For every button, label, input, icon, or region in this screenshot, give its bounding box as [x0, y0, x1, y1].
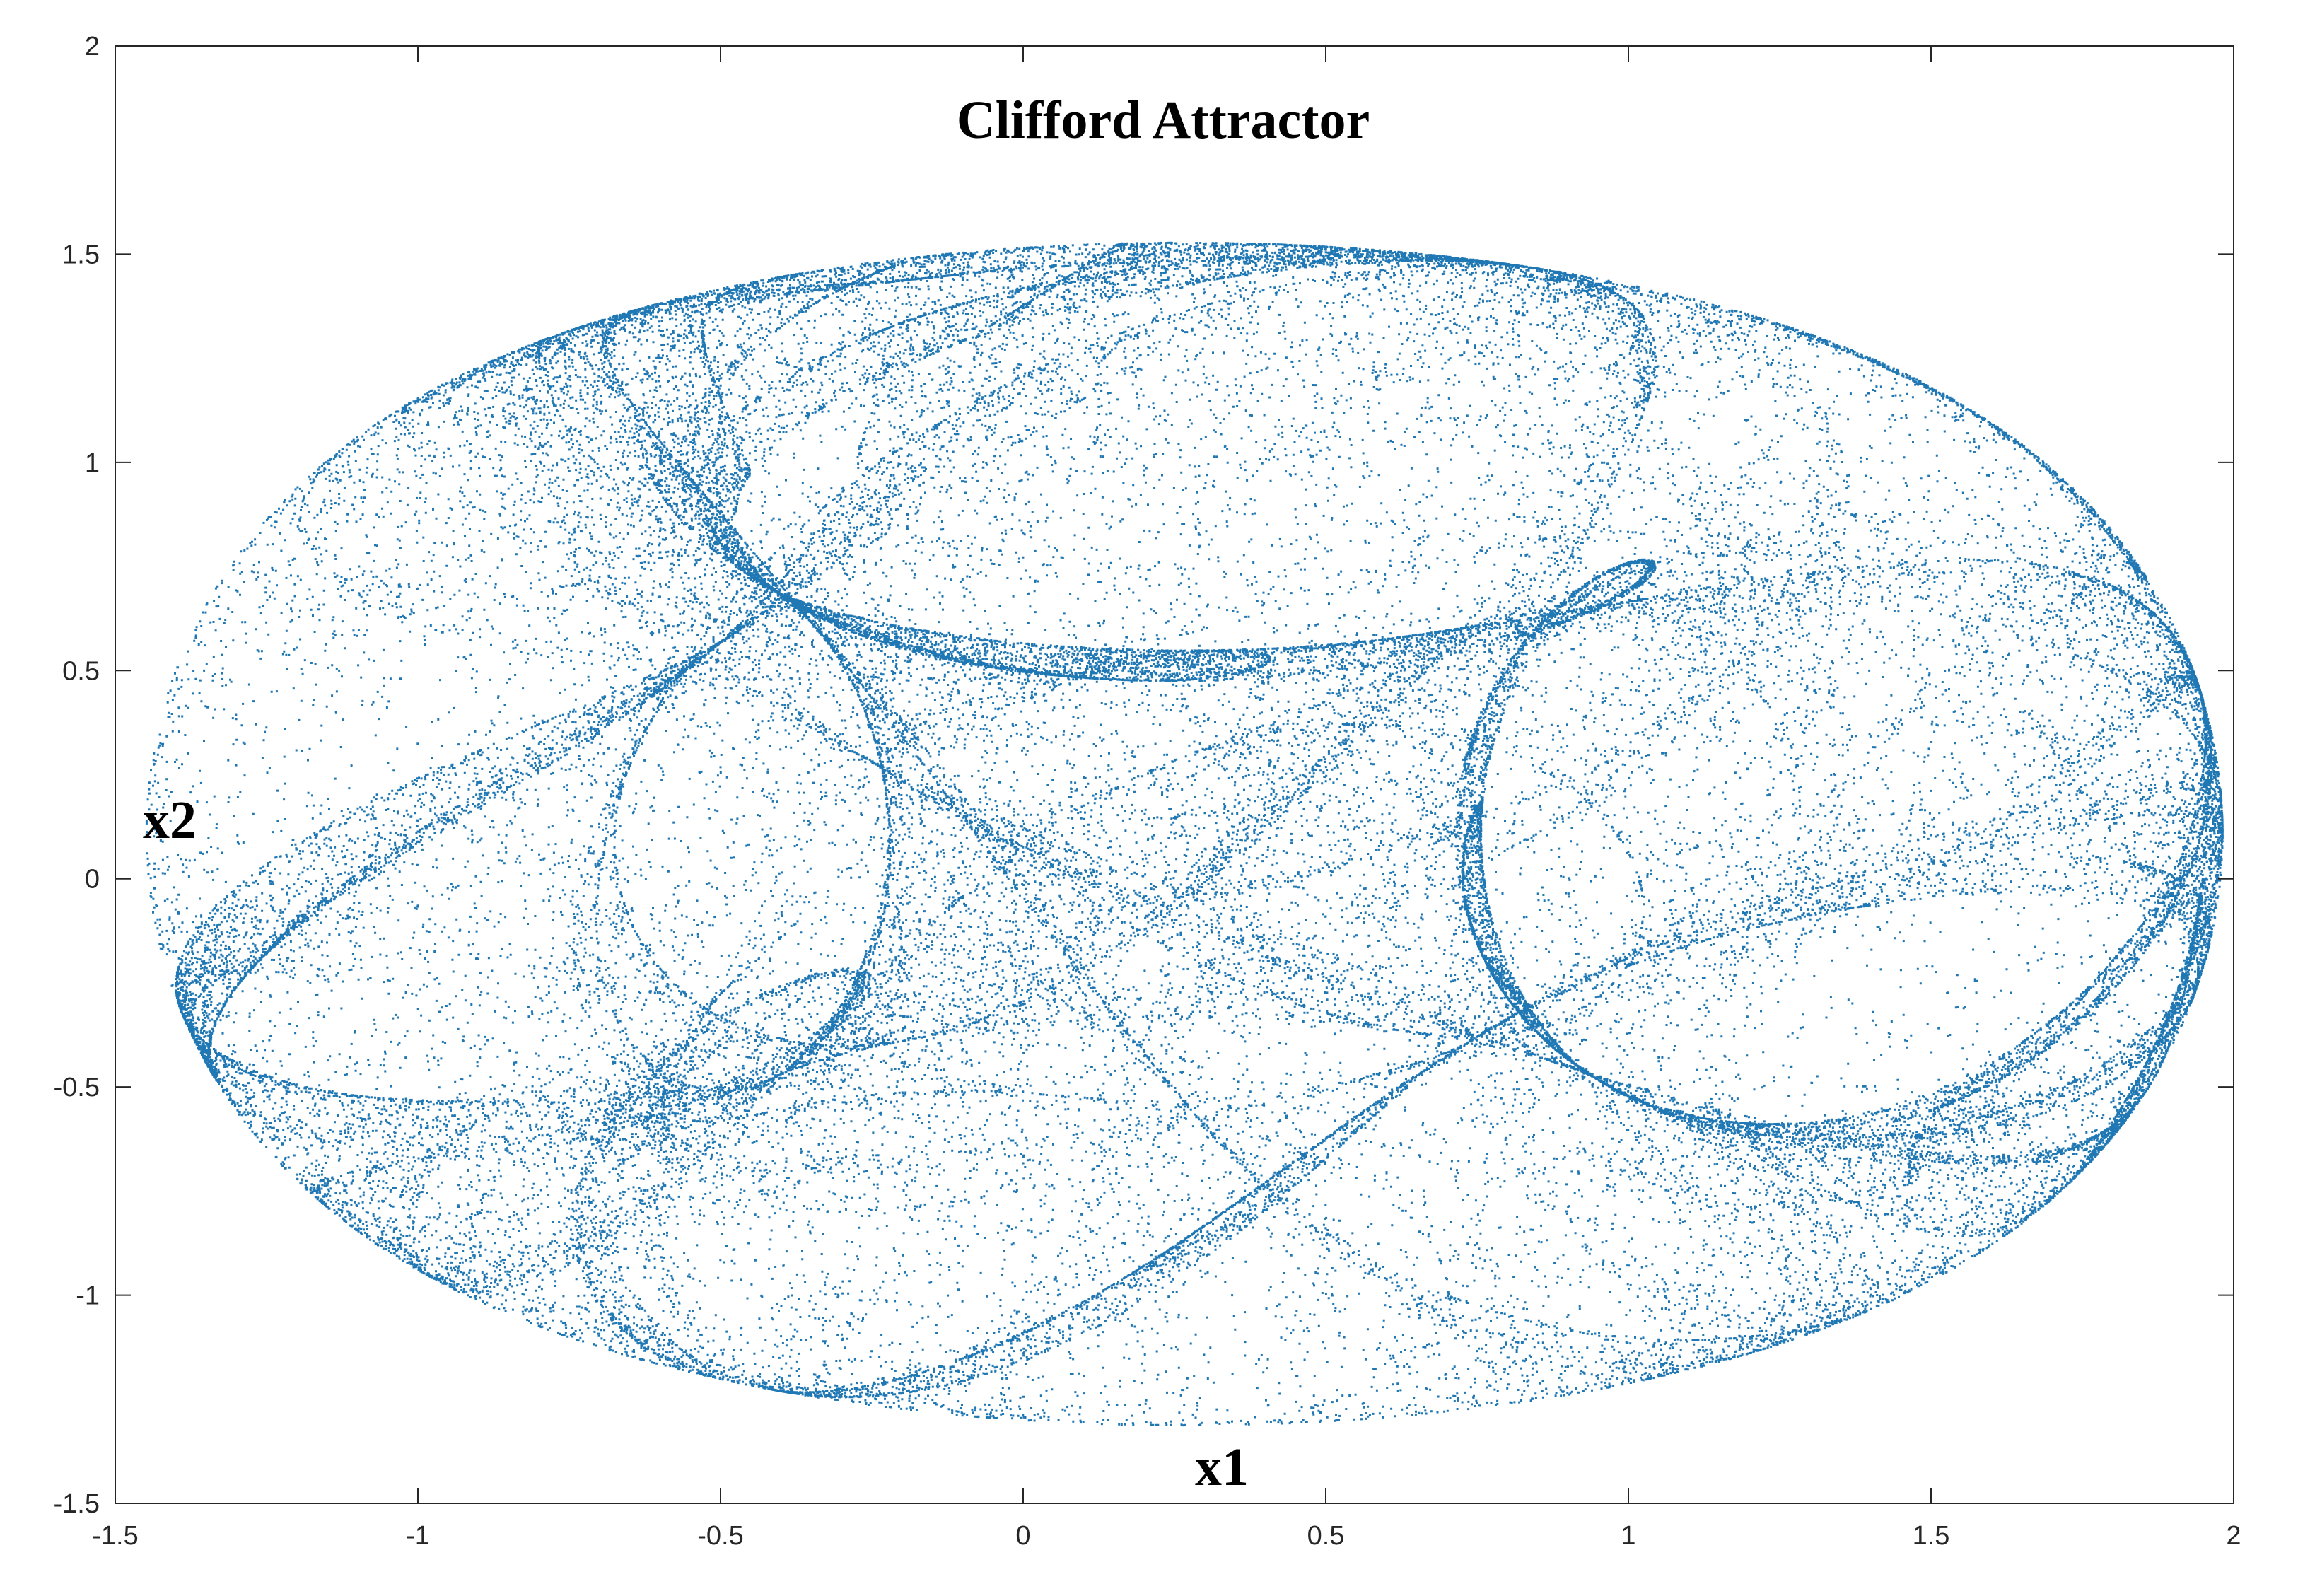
chart-title: Clifford Attractor: [957, 91, 1370, 150]
y-tick-label: 0.5: [62, 656, 100, 686]
y-tick-label: 0: [85, 865, 100, 895]
y-tick-label: -1: [76, 1281, 100, 1311]
x-axis-label: x1: [1195, 1438, 1249, 1497]
plot-area-frame: [115, 45, 2234, 1504]
x-tick-label: 1: [1621, 1521, 1635, 1551]
y-tick-label: 2: [85, 32, 100, 62]
x-tick-label: -1: [406, 1521, 430, 1551]
y-tick-label: -0.5: [54, 1073, 100, 1102]
y-tick-label: 1.5: [62, 240, 100, 269]
y-axis-label: x2: [143, 791, 197, 850]
x-axis-ticks: -1.5 -1 -0.5 0 0.5 1 1.5 2: [92, 46, 2241, 1551]
x-tick-label: 2: [2226, 1521, 2241, 1551]
x-tick-label: 0.5: [1307, 1521, 1345, 1551]
y-axis-ticks: -1.5 -1 -0.5 0 0.5 1 1.5 2: [54, 32, 2234, 1519]
x-tick-label: -1.5: [92, 1521, 138, 1551]
x-tick-label: 1.5: [1913, 1521, 1950, 1551]
y-tick-label: 1: [85, 448, 100, 478]
y-tick-label: -1.5: [54, 1489, 100, 1519]
x-tick-label: -0.5: [697, 1521, 743, 1551]
x-tick-label: 0: [1015, 1521, 1030, 1551]
